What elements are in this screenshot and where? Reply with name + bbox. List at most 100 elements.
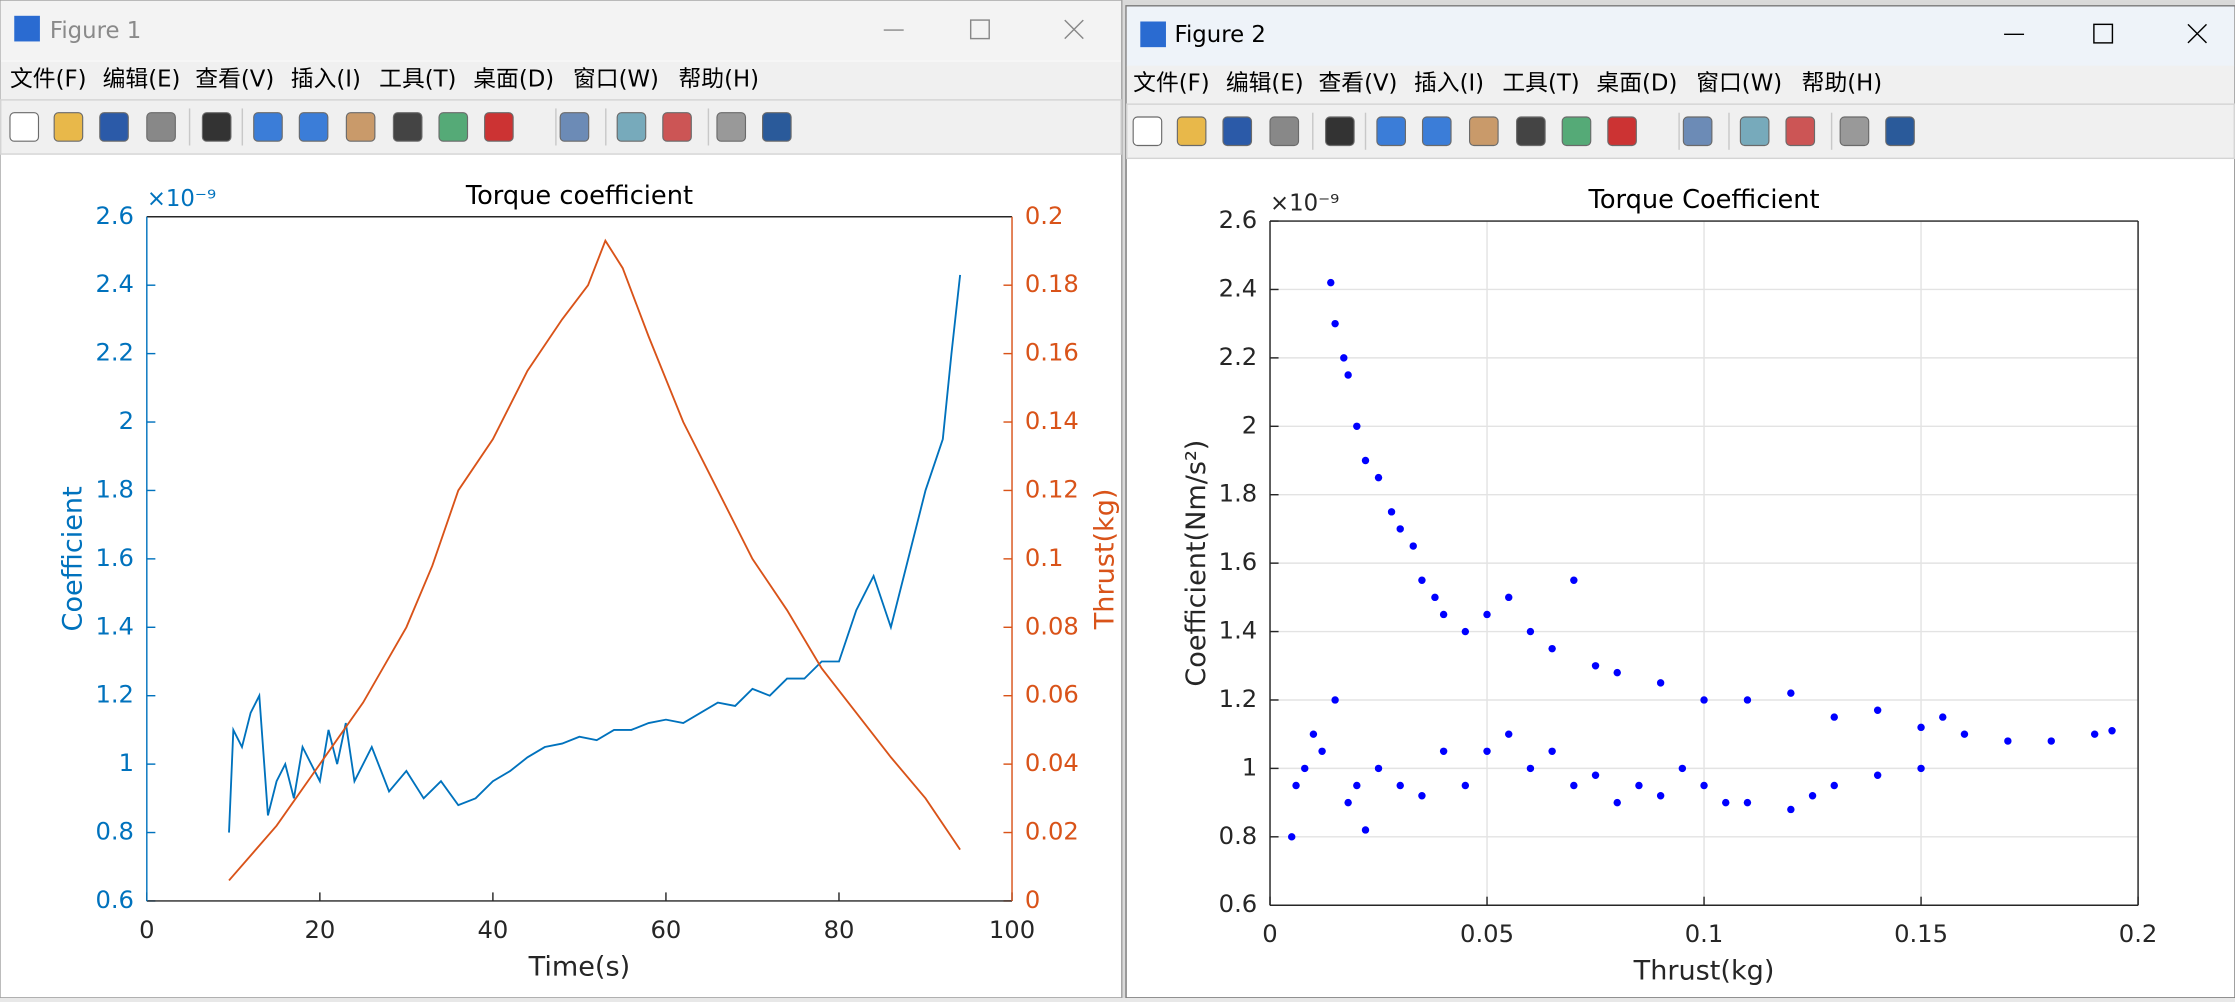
scatter-point	[1461, 781, 1470, 790]
menu-item[interactable]: 工具(T)	[1502, 71, 1579, 97]
toolbar-button[interactable]	[1561, 116, 1592, 147]
y-tick-label: 1.6	[95, 544, 134, 572]
scatter-point	[1353, 781, 1361, 790]
toolbar-button[interactable]	[762, 112, 792, 142]
menu-item[interactable]: 窗口(W)	[1696, 71, 1782, 97]
toolbar-button[interactable]	[146, 112, 176, 142]
menu-item[interactable]: 窗口(W)	[573, 66, 659, 92]
menu-bar	[1126, 65, 2235, 105]
chart: 0 0.05 0.1 0.15 0.2 0.6 0.8 1 1.2 1.4 1.6 1.8 2 2.2 2.…	[1181, 185, 2158, 987]
menu-item[interactable]: 文件(F)	[1133, 71, 1210, 97]
y-tick-label: 0.8	[95, 818, 134, 846]
close-button[interactable]	[2187, 23, 2207, 44]
scatter-point	[1917, 764, 1925, 773]
y2-tick-label: 0	[1025, 886, 1040, 914]
chart-title: Torque coefficient	[465, 181, 693, 211]
menu-item[interactable]: 文件(F)	[10, 66, 87, 92]
scatter-point	[1344, 798, 1352, 807]
maximize-button[interactable]	[969, 19, 990, 40]
menu-item[interactable]: 编辑(E)	[103, 66, 181, 92]
scatter-point	[1418, 792, 1426, 800]
toolbar-button[interactable]	[484, 112, 514, 142]
close-button[interactable]	[1064, 19, 1084, 40]
toolbar-button[interactable]	[392, 112, 423, 142]
toolbar-button[interactable]	[9, 112, 40, 142]
menu-item[interactable]: 帮助(H)	[678, 66, 759, 92]
scatter-point	[1505, 593, 1513, 602]
title-bar	[0, 0, 1122, 61]
y-tick-label: 2.2	[95, 339, 134, 367]
menu-item[interactable]: 查看(V)	[195, 66, 274, 92]
toolbar-button[interactable]	[1607, 116, 1637, 147]
toolbar-button[interactable]	[559, 112, 590, 142]
maximize-button[interactable]	[2093, 23, 2114, 44]
y2-axis-label: Thrust(kg)	[1090, 488, 1121, 630]
scatter-point	[1526, 764, 1535, 773]
toolbar-button[interactable]	[1839, 116, 1870, 147]
y-tick-label: 0.8	[1219, 822, 1258, 850]
scatter-point	[1722, 798, 1730, 807]
y-tick-label: 1.6	[1219, 548, 1258, 576]
toolbar-button[interactable]	[1132, 116, 1163, 147]
scatter-point	[1591, 771, 1600, 779]
toolbar-button[interactable]	[1176, 116, 1207, 147]
scatter-point	[2108, 727, 2116, 735]
toolbar-button[interactable]	[201, 112, 232, 142]
scatter-point	[1374, 764, 1383, 773]
toolbar-button[interactable]	[1682, 116, 1713, 147]
y2-tick-label: 0.12	[1025, 475, 1079, 503]
x-tick-label: 0.1	[1685, 920, 1724, 948]
scatter-point	[1344, 371, 1352, 379]
scatter-point	[1787, 689, 1795, 697]
toolbar-button[interactable]	[1421, 116, 1452, 147]
scatter-point	[1288, 833, 1296, 841]
toolbar-button[interactable]	[298, 112, 329, 142]
y-tick-label: 0.6	[95, 886, 134, 914]
scatter-point	[1461, 627, 1470, 636]
menu-item[interactable]: 插入(I)	[291, 66, 361, 92]
y-tick-label: 1.8	[95, 475, 134, 503]
toolbar-button[interactable]	[99, 112, 129, 142]
menu-item[interactable]: 编辑(E)	[1226, 71, 1304, 97]
toolbar-button[interactable]	[1222, 116, 1253, 147]
menu-item[interactable]: 插入(I)	[1414, 71, 1484, 97]
scatter-point	[1374, 473, 1383, 482]
y2-tick-label: 0.16	[1025, 339, 1079, 367]
toolbar-button[interactable]	[1269, 116, 1300, 147]
window-title: Figure 2	[1175, 22, 1266, 48]
menu-item[interactable]: 工具(T)	[379, 66, 456, 92]
scatter-point	[1361, 456, 1370, 465]
y-tick-label: 2.2	[1219, 343, 1258, 371]
toolbar-button[interactable]	[662, 112, 692, 142]
toolbar-button[interactable]	[1885, 116, 1915, 147]
scatter-point	[1917, 723, 1925, 732]
scatter-point	[1340, 354, 1348, 362]
toolbar-button[interactable]	[253, 112, 283, 142]
menu-item[interactable]: 桌面(D)	[473, 66, 554, 92]
scatter-point	[1318, 747, 1326, 755]
toolbar-button[interactable]	[716, 112, 747, 142]
menu-item[interactable]: 桌面(D)	[1596, 71, 1677, 97]
y2-tick-label: 0.04	[1025, 749, 1079, 777]
y-tick-label: 1.4	[95, 612, 134, 640]
toolbar-button[interactable]	[1785, 116, 1816, 147]
toolbar-button[interactable]	[1516, 116, 1546, 147]
scatter-point	[1327, 278, 1335, 287]
scatter-point	[1830, 713, 1838, 721]
scatter-point	[1830, 781, 1838, 790]
toolbar-button[interactable]	[438, 112, 469, 142]
toolbar-button[interactable]	[1468, 116, 1499, 147]
toolbar-button[interactable]	[1739, 116, 1770, 147]
toolbar-button[interactable]	[53, 112, 84, 142]
toolbar-button[interactable]	[616, 112, 647, 142]
toolbar	[1126, 103, 2235, 160]
toolbar-button[interactable]	[1376, 116, 1406, 147]
x-tick-label: 80	[824, 916, 855, 944]
scatter-point	[1418, 576, 1426, 584]
toolbar-button[interactable]	[1325, 116, 1355, 147]
menu-item[interactable]: 帮助(H)	[1802, 71, 1883, 97]
scatter-point	[2090, 730, 2099, 738]
x-tick-label: 0.15	[1894, 920, 1948, 948]
menu-item[interactable]: 查看(V)	[1318, 71, 1397, 97]
toolbar-button[interactable]	[345, 112, 376, 142]
